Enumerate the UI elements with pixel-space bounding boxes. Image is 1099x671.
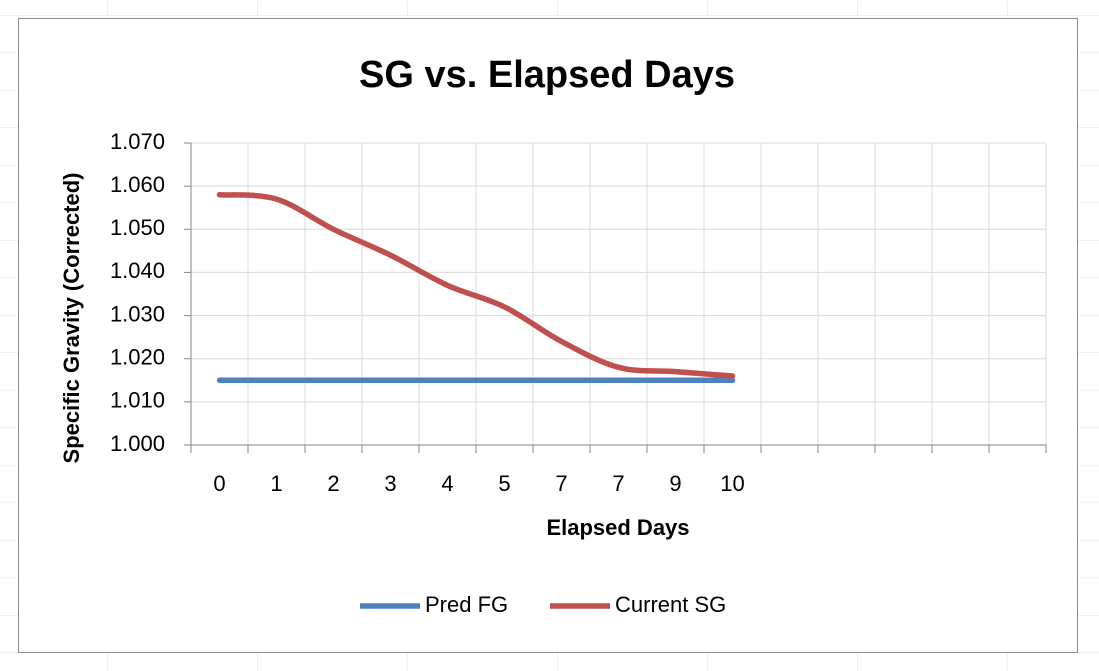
legend-label: Current SG (615, 592, 726, 617)
x-tick-label: 5 (498, 471, 510, 496)
y-tick-label: 1.030 (110, 301, 165, 326)
y-tick-label: 1.070 (110, 129, 165, 154)
x-tick-label: 7 (555, 471, 567, 496)
y-tick-label: 1.010 (110, 388, 165, 413)
x-tick-label: 2 (327, 471, 339, 496)
x-tick-label: 4 (441, 471, 453, 496)
y-tick-label: 1.020 (110, 345, 165, 370)
x-tick-label: 1 (270, 471, 282, 496)
x-tick-label: 7 (612, 471, 624, 496)
series-line (216, 192, 736, 379)
y-tick-label: 1.050 (110, 215, 165, 240)
x-tick-label: 0 (213, 471, 225, 496)
chart-title: SG vs. Elapsed Days (359, 54, 735, 96)
legend-label: Pred FG (425, 592, 508, 617)
y-tick-label: 1.060 (110, 172, 165, 197)
x-tick-label: 9 (669, 471, 681, 496)
y-tick-label: 1.040 (110, 258, 165, 283)
y-axis-title: Specific Gravity (Corrected) (59, 173, 84, 464)
y-tick-label: 1.000 (110, 431, 165, 456)
x-tick-label: 3 (384, 471, 396, 496)
x-axis-title: Elapsed Days (546, 515, 689, 540)
x-tick-label: 10 (720, 471, 744, 496)
